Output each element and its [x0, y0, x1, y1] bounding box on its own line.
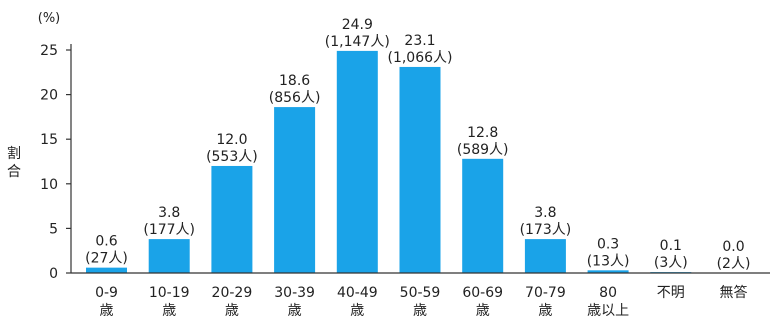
x-tick-label: 歳	[538, 303, 552, 319]
bars: 0.6(27人)3.8(177人)12.0(553人)18.6(856人)24.…	[85, 17, 750, 273]
bar-count-label: (1,066人)	[387, 50, 452, 66]
x-tick-label: 20-29	[212, 285, 253, 301]
bar-value-label: 24.9	[342, 17, 373, 33]
bar	[524, 239, 566, 273]
y-axis: 0 5 10 15 20 25	[40, 43, 72, 282]
x-tick-label: 不明	[657, 285, 685, 301]
bar	[462, 158, 504, 273]
y-tick-label: 10	[40, 177, 58, 193]
x-tick-label: 40-49	[337, 285, 378, 301]
bar-count-label: (553人)	[206, 149, 258, 165]
x-tick-label: 歳	[288, 303, 302, 319]
y-tick-label: 15	[40, 132, 58, 148]
x-tick-label: 歳	[413, 303, 427, 319]
bar-value-label: 23.1	[404, 33, 435, 49]
bar-value-label: 0.1	[660, 238, 682, 254]
bar-count-label: (13人)	[587, 253, 630, 269]
x-tick-label: 60-69	[462, 285, 503, 301]
y-tick-label: 20	[40, 88, 58, 104]
x-tick-label: 歳	[162, 303, 176, 319]
bar-count-label: (27人)	[85, 251, 128, 267]
x-tick-label: 30-39	[274, 285, 315, 301]
y-axis-title: 割合	[7, 145, 21, 180]
x-tick-label: 0-9	[95, 285, 118, 301]
bar	[336, 50, 378, 273]
bar-count-label: (2人)	[717, 256, 751, 272]
y-axis-title-char: 割	[7, 145, 21, 162]
x-tick-label: 10-19	[149, 285, 190, 301]
bar-value-label: 12.8	[467, 125, 498, 141]
x-tick-label: 歳	[350, 303, 364, 319]
unit-label: (%)	[38, 11, 61, 26]
x-tick-label: 歳	[225, 303, 239, 319]
bar-value-label: 12.0	[216, 132, 247, 148]
bar-count-label: (1,147人)	[325, 34, 390, 50]
bar-value-label: 3.8	[534, 205, 556, 221]
bar	[587, 270, 629, 273]
bar-value-label: 18.6	[279, 73, 310, 89]
bar	[274, 107, 316, 273]
bar-count-label: (173人)	[520, 222, 572, 238]
bar	[148, 239, 190, 273]
x-tick-label: 50-59	[400, 285, 441, 301]
bar-value-label: 0.6	[95, 234, 117, 250]
bar	[399, 66, 441, 273]
bar-count-label: (856人)	[269, 90, 321, 106]
x-tick-label: 80	[599, 285, 617, 301]
bar-value-label: 0.0	[722, 239, 744, 255]
bar	[211, 165, 253, 273]
bar-value-label: 0.3	[597, 236, 619, 252]
y-tick-label: 25	[40, 43, 58, 59]
y-tick-label: 5	[49, 221, 58, 237]
bar-count-label: (177人)	[143, 222, 195, 238]
x-tick-label: 70-79	[525, 285, 566, 301]
bar-count-label: (589人)	[457, 142, 509, 158]
bar	[86, 267, 127, 273]
x-tick-label: 歳以上	[587, 303, 629, 319]
x-axis: 0-9 歳 10-19 歳 20-29 歳 30-39 歳 40-49 歳 50-59 歳 60-69 歳…	[71, 272, 770, 319]
bar-count-label: (3人)	[654, 255, 688, 271]
y-tick-label: 0	[49, 266, 58, 282]
x-tick-label: 歳	[476, 303, 490, 319]
bar-value-label: 3.8	[158, 205, 180, 221]
x-tick-label: 無答	[720, 284, 748, 301]
x-tick-label: 歳	[100, 303, 114, 319]
y-axis-title-char: 合	[7, 164, 21, 180]
